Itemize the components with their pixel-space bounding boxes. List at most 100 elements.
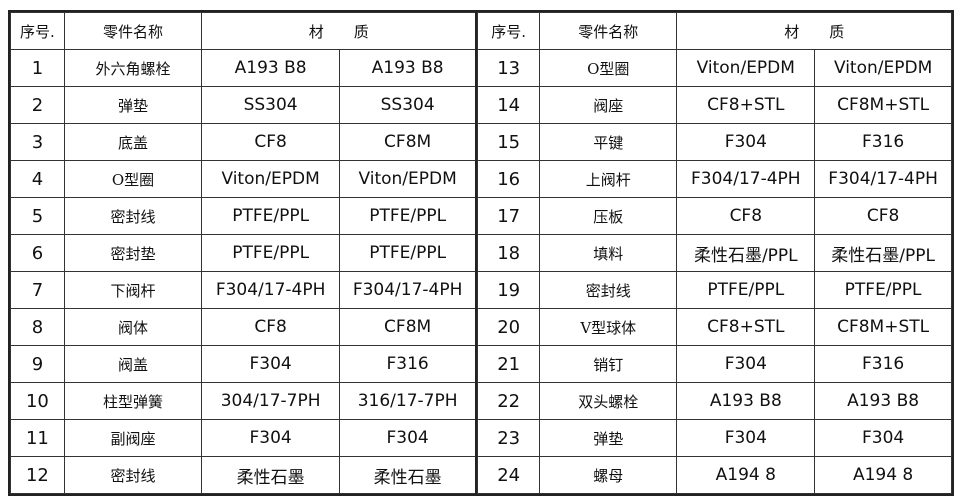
material-1: PTFE/PPL [676, 271, 816, 309]
material-1: CF8 [201, 308, 340, 346]
part-number: 17 [477, 197, 541, 235]
table-row: 2 弹垫 SS304 SS304 [10, 86, 478, 124]
part-number: 3 [10, 123, 65, 161]
material-1: CF8+STL [676, 86, 816, 124]
material-2: A193 B8 [814, 382, 952, 420]
part-name: 外六角螺栓 [63, 49, 203, 87]
table-row: 16 上阀杆 F304/17-4PH F304/17-4PH [477, 160, 952, 198]
part-name: O型圈 [63, 160, 203, 198]
material-2: 316/17-7PH [338, 382, 478, 420]
table-row: 10 柱型弹簧 304/17-7PH 316/17-7PH [10, 382, 478, 420]
part-name: 销钉 [539, 345, 678, 383]
table-row: 8 阀体 CF8 CF8M [10, 308, 478, 346]
material-1: F304/17-4PH [676, 160, 816, 198]
table-row: 11 副阀座 F304 F304 [10, 419, 478, 457]
table-row: 12 密封线 柔性石墨 柔性石墨 [10, 456, 478, 494]
part-name: 副阀座 [63, 419, 203, 457]
part-name: 密封线 [63, 197, 203, 235]
material-2: F316 [814, 123, 952, 161]
material-2: CF8 [814, 197, 952, 235]
table-row: 15 平键 F304 F316 [477, 123, 952, 161]
part-number: 18 [477, 234, 541, 272]
part-number: 16 [477, 160, 541, 198]
part-name: 填料 [539, 234, 678, 272]
table-row: 24 螺母 A194 8 A194 8 [477, 456, 952, 494]
table-row: 22 双头螺栓 A193 B8 A193 B8 [477, 382, 952, 420]
part-number: 12 [10, 456, 65, 494]
part-name: 弹垫 [539, 419, 678, 457]
material-2: F304/17-4PH [338, 271, 478, 309]
part-number: 19 [477, 271, 541, 309]
material-1: F304 [201, 419, 340, 457]
material-1: 304/17-7PH [201, 382, 340, 420]
part-number: 8 [10, 308, 65, 346]
part-number: 10 [10, 382, 65, 420]
part-name: 双头螺栓 [539, 382, 678, 420]
material-1: SS304 [201, 86, 340, 124]
material-1: F304 [676, 123, 816, 161]
material-2: CF8M+STL [814, 86, 952, 124]
material-1: Viton/EPDM [201, 160, 340, 198]
table-row: 20 V型球体 CF8+STL CF8M+STL [477, 308, 952, 346]
material-2: A193 B8 [338, 49, 478, 87]
parts-table: 序号. 零件名称 材 质 1 外六角螺栓 A193 B8 A193 B8 2 弹垫 SS30… [8, 10, 954, 496]
table-row: 18 填料 柔性石墨/PPL 柔性石墨/PPL [477, 234, 952, 272]
material-2: PTFE/PPL [338, 197, 478, 235]
material-2: F304 [338, 419, 478, 457]
part-number: 21 [477, 345, 541, 383]
header-name: 零件名称 [63, 12, 203, 50]
material-1: F304/17-4PH [201, 271, 340, 309]
part-name: 柱型弹簧 [63, 382, 203, 420]
material-1: A193 B8 [201, 49, 340, 87]
parts-table-left: 序号. 零件名称 材 质 1 外六角螺栓 A193 B8 A193 B8 2 弹垫 SS30… [10, 12, 478, 494]
part-name: 底盖 [63, 123, 203, 161]
material-1: PTFE/PPL [201, 197, 340, 235]
part-name: 压板 [539, 197, 678, 235]
part-name: 弹垫 [63, 86, 203, 124]
part-number: 13 [477, 49, 541, 87]
table-row: 14 阀座 CF8+STL CF8M+STL [477, 86, 952, 124]
material-2: F316 [338, 345, 478, 383]
part-name: O型圈 [539, 49, 678, 87]
part-number: 1 [10, 49, 65, 87]
material-2: F316 [814, 345, 952, 383]
part-number: 4 [10, 160, 65, 198]
material-2: 柔性石墨/PPL [814, 234, 952, 272]
material-2: F304 [814, 419, 952, 457]
part-name: 平键 [539, 123, 678, 161]
material-2: F304/17-4PH [814, 160, 952, 198]
table-row: 3 底盖 CF8 CF8M [10, 123, 478, 161]
part-name: 螺母 [539, 456, 678, 494]
material-1: F304 [201, 345, 340, 383]
header-no: 序号. [477, 12, 541, 50]
material-1: A194 8 [676, 456, 816, 494]
header-name: 零件名称 [539, 12, 678, 50]
table-row: 13 O型圈 Viton/EPDM Viton/EPDM [477, 49, 952, 87]
material-1: 柔性石墨/PPL [676, 234, 816, 272]
part-name: V型球体 [539, 308, 678, 346]
part-name: 密封线 [63, 456, 203, 494]
part-name: 下阀杆 [63, 271, 203, 309]
part-number: 20 [477, 308, 541, 346]
material-2: CF8M [338, 123, 478, 161]
part-number: 11 [10, 419, 65, 457]
part-name: 密封垫 [63, 234, 203, 272]
material-2: Viton/EPDM [814, 49, 952, 87]
material-1: A193 B8 [676, 382, 816, 420]
part-name: 阀体 [63, 308, 203, 346]
table-row: 6 密封垫 PTFE/PPL PTFE/PPL [10, 234, 478, 272]
material-2: CF8M+STL [814, 308, 952, 346]
header-material: 材 质 [201, 12, 478, 50]
part-number: 5 [10, 197, 65, 235]
part-number: 2 [10, 86, 65, 124]
part-number: 7 [10, 271, 65, 309]
table-row: 23 弹垫 F304 F304 [477, 419, 952, 457]
part-name: 密封线 [539, 271, 678, 309]
material-2: PTFE/PPL [814, 271, 952, 309]
material-1: CF8 [201, 123, 340, 161]
part-number: 6 [10, 234, 65, 272]
table-row: 17 压板 CF8 CF8 [477, 197, 952, 235]
material-1: Viton/EPDM [676, 49, 816, 87]
part-number: 22 [477, 382, 541, 420]
table-row: 5 密封线 PTFE/PPL PTFE/PPL [10, 197, 478, 235]
